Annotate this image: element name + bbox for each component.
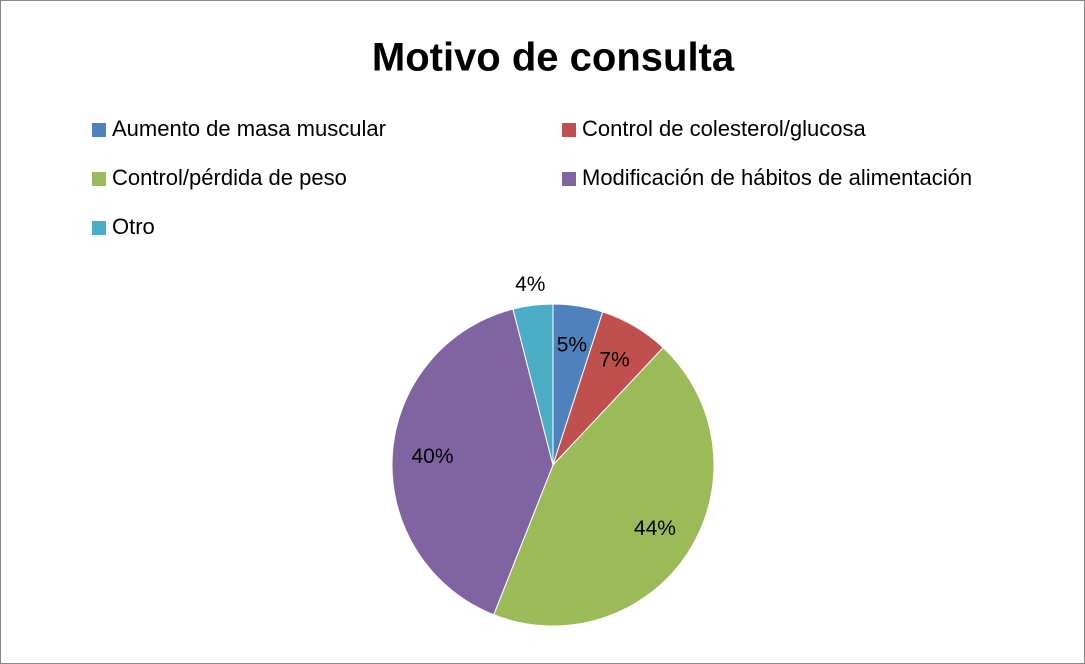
legend-swatch: [562, 172, 576, 186]
legend-swatch: [92, 172, 106, 186]
data-label: 44%: [634, 517, 676, 540]
pie-slice: [493, 346, 715, 627]
legend-swatch: [562, 123, 576, 137]
legend-label: Control de colesterol/glucosa: [582, 116, 866, 141]
legend-label: Modificación de hábitos de alimentación: [582, 165, 972, 190]
data-label: 7%: [599, 349, 629, 372]
data-label: 5%: [557, 333, 587, 356]
pie-slice: [391, 308, 554, 616]
data-label: 40%: [411, 445, 453, 468]
pie-slice: [512, 303, 554, 466]
legend-label: Aumento de masa muscular: [112, 116, 386, 141]
chart-title: Motivo de consulta: [372, 36, 735, 80]
legend-swatch: [92, 123, 106, 137]
data-label: 4%: [515, 273, 545, 296]
legend-label: Control/pérdida de peso: [112, 165, 347, 190]
legend-swatch: [92, 221, 106, 235]
legend-label: Otro: [112, 214, 155, 239]
